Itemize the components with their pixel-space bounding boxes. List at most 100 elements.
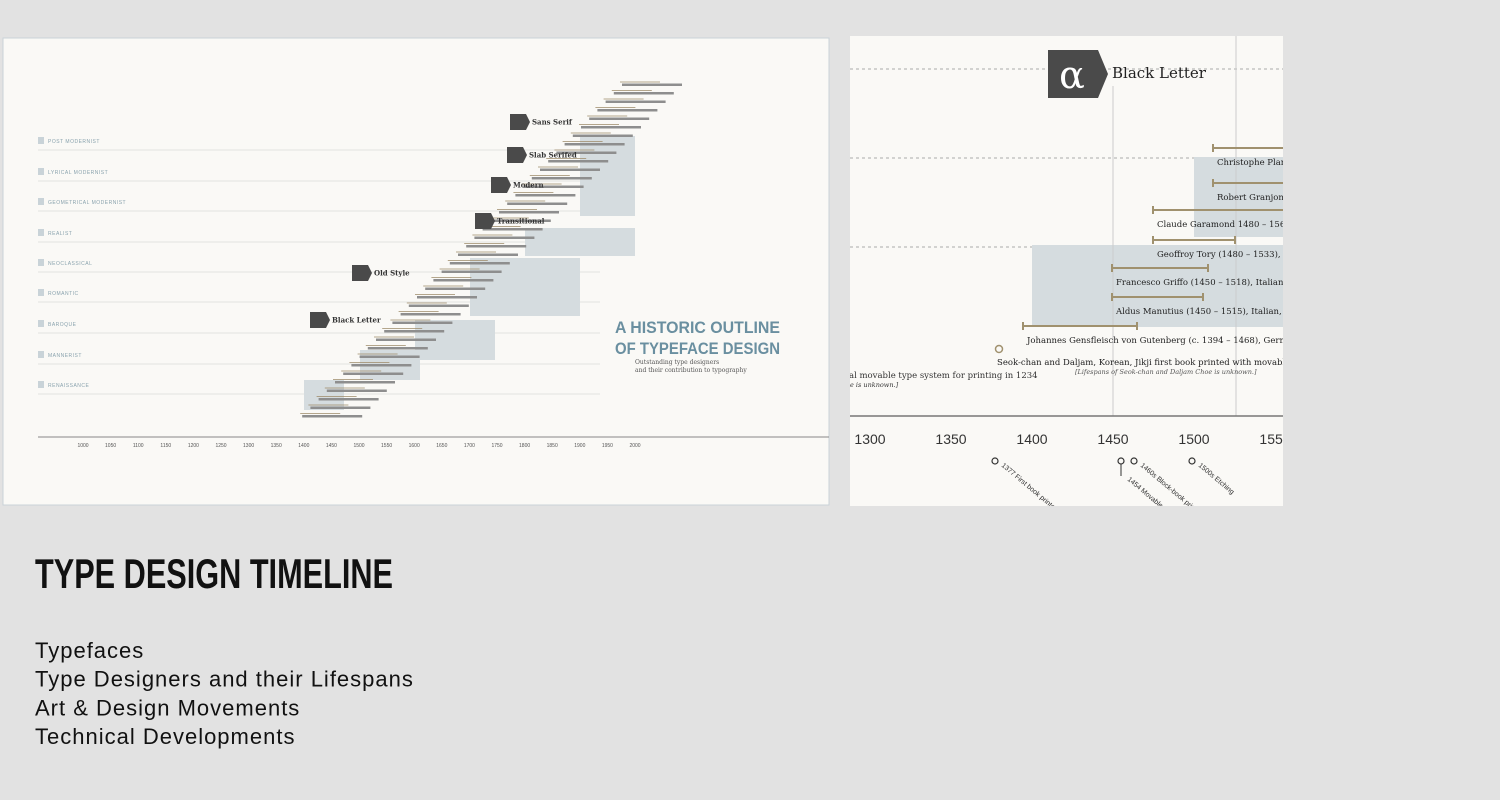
designer-text <box>318 398 379 401</box>
year-label: 1500 <box>1178 431 1209 447</box>
year-label: 1850 <box>547 443 558 449</box>
year-label: 1350 <box>271 443 282 449</box>
designer-text <box>581 126 641 129</box>
feature-item: Art & Design Movements <box>35 695 300 720</box>
year-label: 1350 <box>935 431 966 447</box>
designer-label: Francesco Griffo (1450 – 1518), Italian,… <box>1116 277 1345 288</box>
era-band <box>470 258 580 316</box>
designer-text <box>482 228 543 231</box>
movement-label: BAROQUE <box>48 322 77 328</box>
designer-text <box>343 372 404 375</box>
movement-label: ROMANTIC <box>48 291 79 297</box>
typeface-tag <box>1048 50 1108 98</box>
year-label: 1550 <box>1259 431 1290 447</box>
movement-label: POST MODERNIST <box>48 139 100 145</box>
designer-text <box>490 219 551 222</box>
movement-label: RENAISSANCE <box>48 383 90 389</box>
designer-text <box>302 415 363 418</box>
designer-text <box>335 381 395 384</box>
year-label: 1450 <box>326 443 337 449</box>
year-label: 1400 <box>1016 431 1047 447</box>
movement-marker <box>38 381 44 388</box>
designer-text <box>540 168 600 171</box>
year-label: 2000 <box>629 443 640 449</box>
typeface-label: Transitional <box>497 217 545 226</box>
poster-title: OF TYPEFACE DESIGN <box>615 339 780 358</box>
left-note: e is unknown.] <box>850 381 899 389</box>
designer-label: Johannes Gensfleisch von Gutenberg (c. 1… <box>1026 335 1369 346</box>
year-label: 1500 <box>353 443 364 449</box>
event-dot <box>1130 457 1138 465</box>
poster-subtitle: Outstanding type designers <box>635 359 719 366</box>
year-label: 1000 <box>77 443 88 449</box>
movement-marker <box>38 168 44 175</box>
year-label: 1450 <box>1097 431 1128 447</box>
heading: TYPE DESIGN TIMELINE <box>35 550 393 597</box>
era-band <box>525 228 635 256</box>
designer-text <box>376 338 436 341</box>
designer-text <box>613 92 674 95</box>
typeface-tag <box>475 213 495 229</box>
typeface-label: Black Letter <box>1112 64 1207 82</box>
lifespan-bracket <box>1022 322 1138 330</box>
year-label: 1200 <box>188 443 199 449</box>
year-label: 1900 <box>574 443 585 449</box>
feature-item: Type Designers and their Lifespans <box>35 667 414 692</box>
poster-subtitle: and their contribution to typography <box>635 367 747 374</box>
designer-text <box>458 253 518 256</box>
designer-text <box>622 83 682 86</box>
year-label: 1650 <box>436 443 447 449</box>
typeface-label: Slab Serifed <box>529 151 577 160</box>
designer-text <box>466 245 527 248</box>
lifespan-bracket <box>1111 264 1209 272</box>
typeface-label: Old Style <box>374 269 410 278</box>
era-band <box>304 380 344 410</box>
left-note: al movable type system for printing in 1… <box>849 371 1038 381</box>
event-dot <box>1188 457 1196 465</box>
designer-text <box>589 117 650 120</box>
designer-text <box>605 100 666 103</box>
designer-text <box>556 151 617 154</box>
lifespan-bracket <box>1212 179 1283 187</box>
designer-text <box>548 160 609 163</box>
movement-marker <box>38 351 44 358</box>
movement-marker <box>38 289 44 296</box>
year-label: 1400 <box>298 443 309 449</box>
designer-text <box>474 236 535 239</box>
designer-text <box>515 194 576 197</box>
typeface-tag <box>507 147 527 163</box>
designer-text <box>523 185 584 188</box>
korean-note: [Lifespans of Seok-chan and Daljam Choe … <box>1075 368 1257 376</box>
year-label: 1300 <box>243 443 254 449</box>
designer-text <box>564 143 625 146</box>
designer-text <box>400 313 461 316</box>
designer-text <box>359 355 420 358</box>
movement-marker <box>38 229 44 236</box>
typeface-tag <box>510 114 530 130</box>
designer-label: Christophe Plantin <box>1217 158 1298 168</box>
movement-label: REALIST <box>48 231 72 237</box>
designer-label: Robert Granjon (151 <box>1217 192 1306 203</box>
designer-label: Geoffroy Tory (1480 – 1533), French, bec <box>1157 249 1335 260</box>
designer-text <box>449 262 510 265</box>
year-label: 1600 <box>409 443 420 449</box>
feature-item: Technical Developments <box>35 724 295 749</box>
movement-label: GEOMETRICAL MODERNIST <box>48 200 126 206</box>
feature-item: Typefaces <box>35 638 144 663</box>
designer-label: Claude Garamond 1480 – 1561 French, <box>1157 220 1327 230</box>
lifespan-bracket <box>1152 236 1236 244</box>
designer-text <box>597 109 658 112</box>
typeface-glyph: α <box>1059 53 1085 97</box>
year-label: 1050 <box>105 443 116 449</box>
korean-label: Seok-chan and Daljam, Korean, Jikji firs… <box>997 358 1374 368</box>
typeface-tag <box>310 312 330 328</box>
designer-text <box>499 211 559 214</box>
movement-marker <box>38 137 44 144</box>
year-label: 1700 <box>464 443 475 449</box>
designer-label: Aldus Manutius (1450 – 1515), Italian, f… <box>1115 306 1336 317</box>
event-dot <box>991 457 999 465</box>
year-label: 1750 <box>491 443 502 449</box>
designer-text <box>310 406 371 409</box>
designer-text <box>531 177 592 180</box>
designer-text <box>384 330 445 333</box>
